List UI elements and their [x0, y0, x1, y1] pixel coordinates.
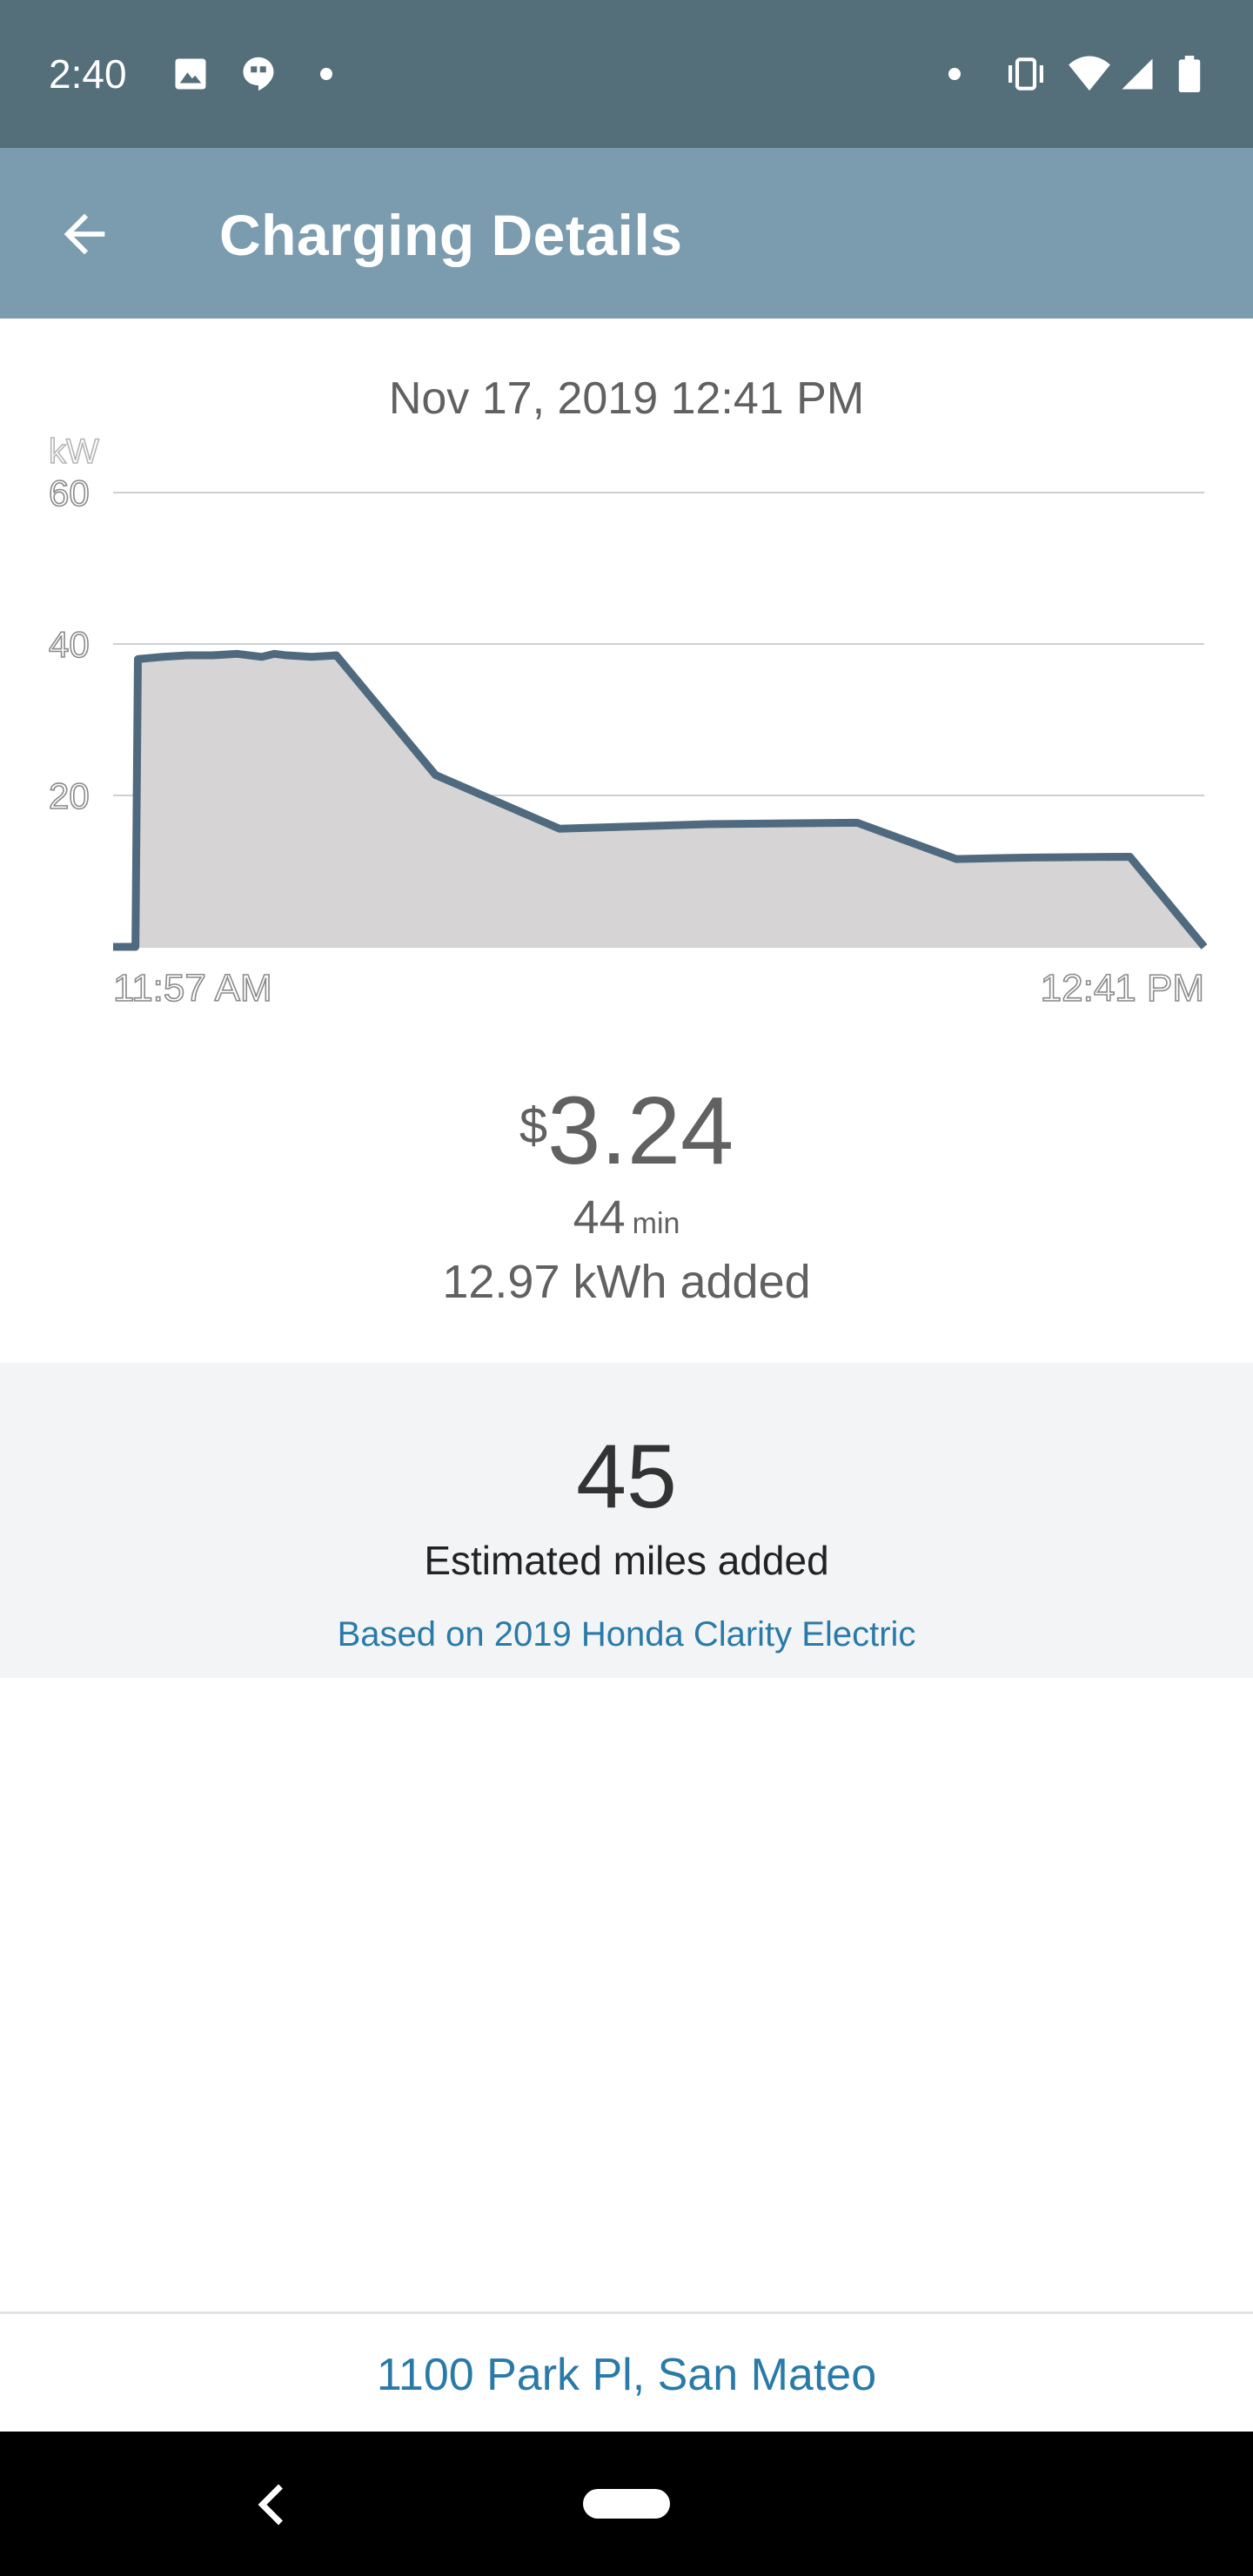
notification-dot-icon: [948, 68, 961, 80]
x-tick-label-end: 12:41 PM: [1041, 967, 1204, 1010]
system-nav-bar: [0, 2432, 1253, 2576]
miles-added-label: Estimated miles added: [424, 1538, 829, 1583]
y-tick-label: 20: [49, 775, 90, 816]
app-bar: Charging Details: [0, 148, 1253, 319]
vehicle-link[interactable]: Based on 2019 Honda Clarity Electric: [337, 1615, 916, 1654]
vibrate-icon: [1008, 57, 1043, 91]
hangouts-icon: [243, 57, 274, 91]
wifi-icon: [1069, 56, 1110, 91]
nav-home-pill-icon[interactable]: [583, 2489, 670, 2519]
arrow-back-icon[interactable]: [54, 204, 115, 265]
duration-value: 44: [573, 1191, 626, 1244]
status-bar: 2:40: [0, 0, 1253, 148]
cost-amount: 3.24: [547, 1077, 734, 1184]
y-tick-label: 60: [49, 473, 90, 513]
cost-currency: $: [519, 1097, 548, 1154]
battery-icon: [1178, 56, 1201, 92]
duration-unit: min: [632, 1207, 680, 1240]
y-axis-unit-label: kW: [49, 433, 99, 471]
nav-back-icon[interactable]: [254, 2480, 289, 2529]
status-time: 2:40: [49, 51, 127, 97]
session-cost: $3.24: [0, 1076, 1253, 1186]
series-line: [113, 649, 1208, 951]
x-tick-label-start: 11:57 AM: [113, 967, 272, 1010]
y-tick-label: 40: [49, 624, 90, 665]
location-link[interactable]: 1100 Park Pl, San Mateo: [376, 2350, 877, 2400]
image-icon: [175, 58, 206, 90]
miles-added-value: 45: [576, 1426, 677, 1527]
energy-added: 12.97 kWh added: [442, 1256, 811, 1308]
session-date: Nov 17, 2019 12:41 PM: [388, 373, 865, 424]
session-duration: 44 min: [0, 1191, 1253, 1244]
notification-dot-icon: [320, 68, 332, 80]
page-title: Charging Details: [219, 203, 683, 267]
location-bar: 1100 Park Pl, San Mateo: [0, 2311, 1253, 2432]
series-area: [113, 654, 1204, 947]
signal-icon: [1122, 58, 1153, 90]
miles-panel: 45 Estimated miles added Based on 2019 H…: [0, 1363, 1253, 1678]
